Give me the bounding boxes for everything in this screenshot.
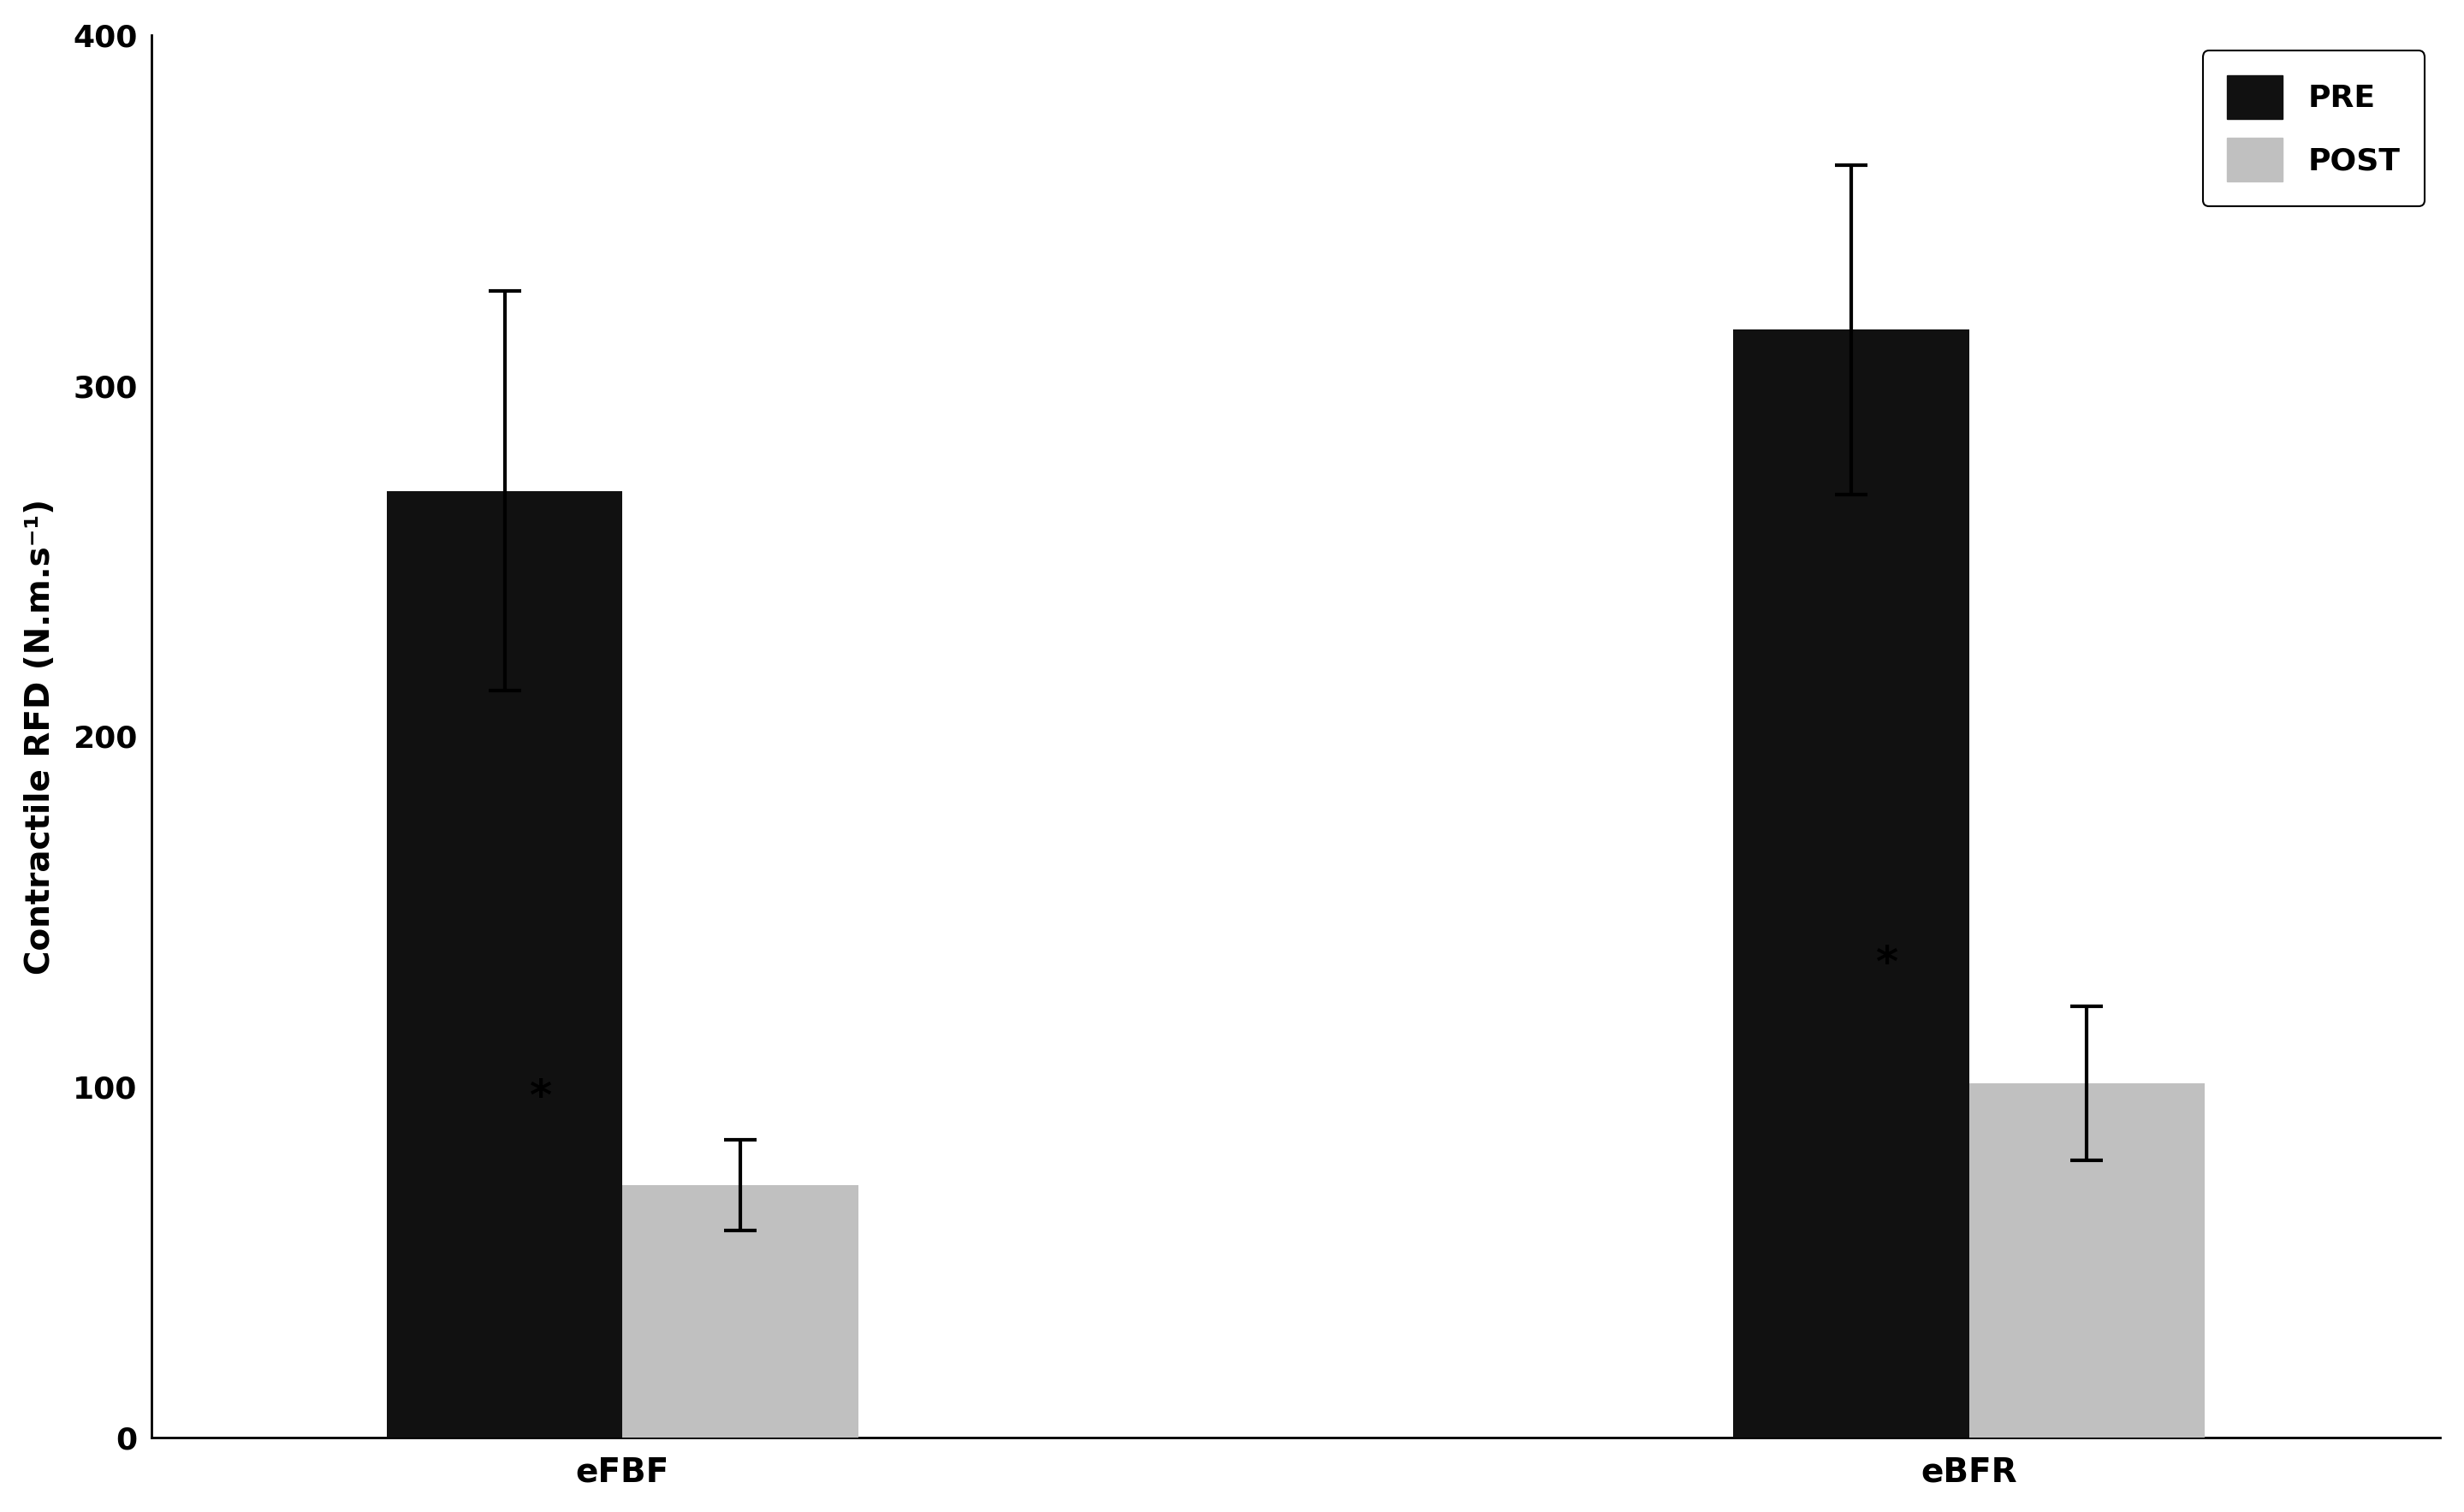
Y-axis label: Contractile RFD (N.m.s⁻¹): Contractile RFD (N.m.s⁻¹) xyxy=(25,499,57,974)
Legend: PRE, POST: PRE, POST xyxy=(2203,51,2425,206)
Bar xyxy=(623,1185,857,1438)
Text: *: * xyxy=(530,1077,552,1119)
Bar xyxy=(387,491,623,1438)
Bar xyxy=(1732,330,1969,1438)
Text: *: * xyxy=(1875,943,1897,986)
Bar xyxy=(1969,1083,2205,1438)
